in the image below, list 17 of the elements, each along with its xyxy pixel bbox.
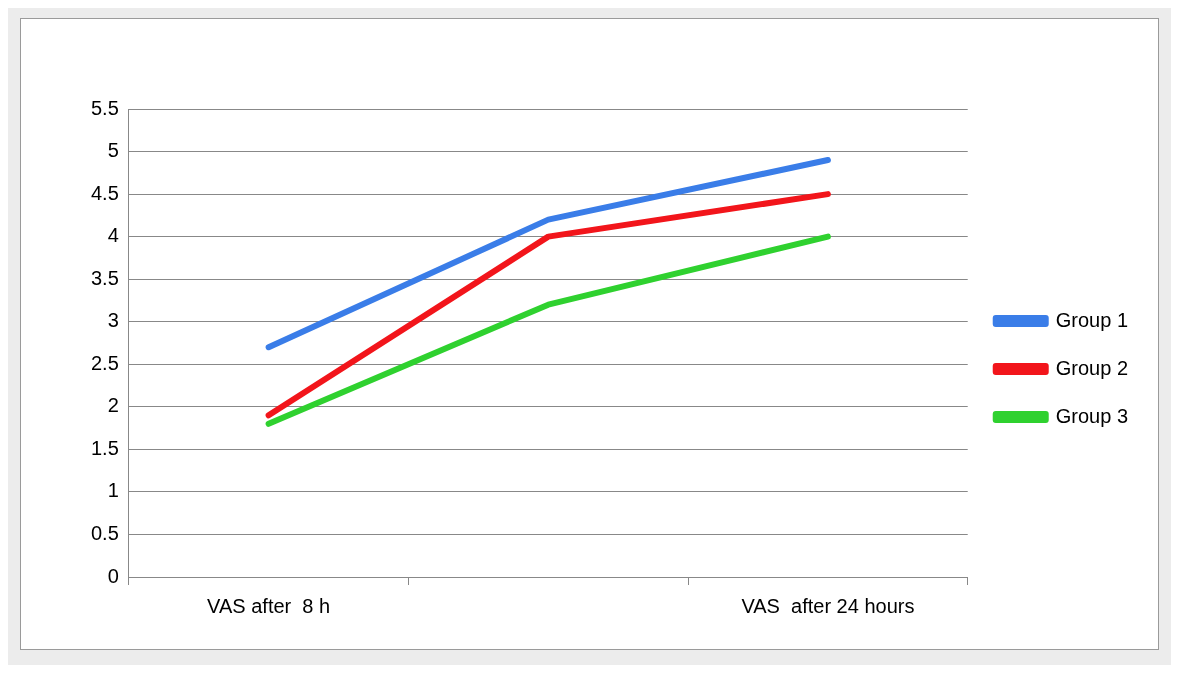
y-tick-label: 2.5 — [90, 351, 119, 374]
y-tick-label: 0 — [107, 564, 119, 587]
legend-label: Group 1 — [1055, 308, 1128, 331]
x-tick-label: VAS after 8 h — [207, 594, 331, 617]
y-tick-label: 5.5 — [90, 96, 119, 119]
y-tick-label: 2 — [107, 394, 119, 417]
y-tick-label: 1 — [107, 479, 119, 502]
x-tick-label: VAS after 24 hours — [741, 594, 915, 617]
y-tick-label: 3.5 — [90, 266, 119, 289]
legend-label: Group 2 — [1055, 356, 1128, 379]
y-tick-label: 1.5 — [90, 436, 119, 459]
y-tick-label: 4.5 — [90, 181, 119, 204]
y-tick-label: 5 — [107, 139, 119, 162]
legend-label: Group 3 — [1055, 404, 1128, 427]
y-tick-label: 4 — [107, 224, 119, 247]
y-tick-label: 0.5 — [90, 521, 119, 544]
y-tick-label: 3 — [107, 309, 119, 332]
